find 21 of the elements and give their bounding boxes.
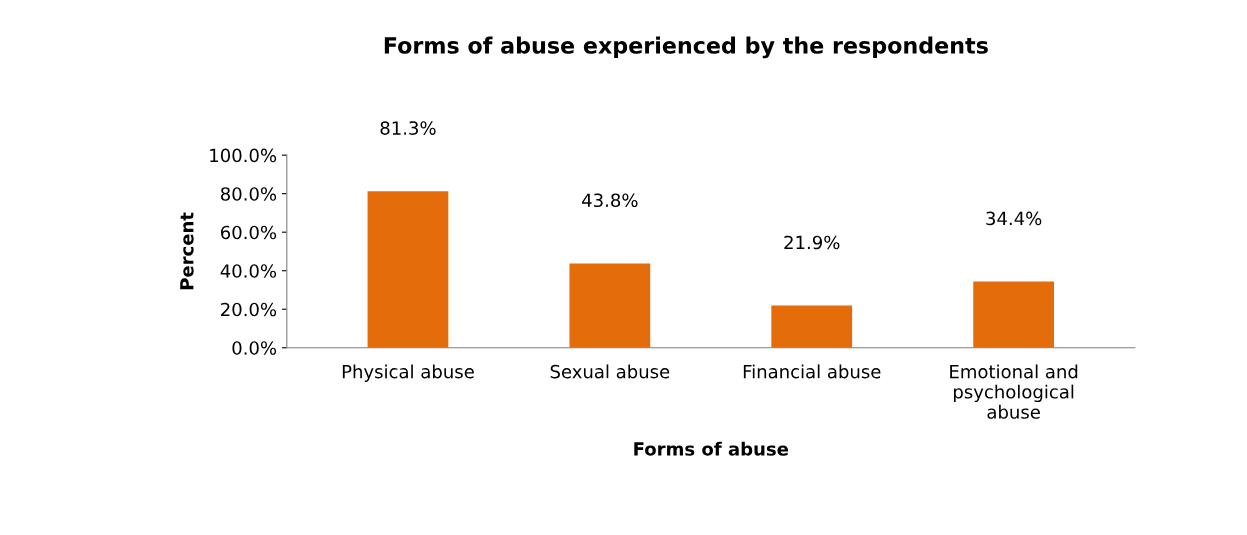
bar [771,305,853,348]
y-tick-label: 40.0% [220,264,277,278]
y-tick-label: 60.0% [220,225,277,240]
x-tick-label: Emotional and psychological abuse [950,364,1078,419]
x-axis-title: Forms of abuse [634,441,789,456]
bar [367,191,449,348]
bar [973,281,1055,348]
data-label: 81.3% [380,121,436,135]
data-label: 34.4% [986,211,1042,226]
x-tick-label: Financial abuse [743,364,881,379]
data-label: 21.9% [784,235,840,250]
data-label: 43.8% [582,193,638,208]
y-tick-label: 0.0% [232,341,277,355]
y-axis-title: Percent [180,212,194,290]
bar [569,263,651,348]
y-tick-label: 80.0% [220,187,277,201]
x-tick-label: Physical abuse [342,364,474,382]
y-tick-label: 100.0% [210,148,277,163]
y-tick-label: 20.0% [221,302,277,317]
chart-title: Forms of abuse experienced by the respondents [384,36,988,59]
x-tick-label: Sexual abuse [550,364,670,379]
